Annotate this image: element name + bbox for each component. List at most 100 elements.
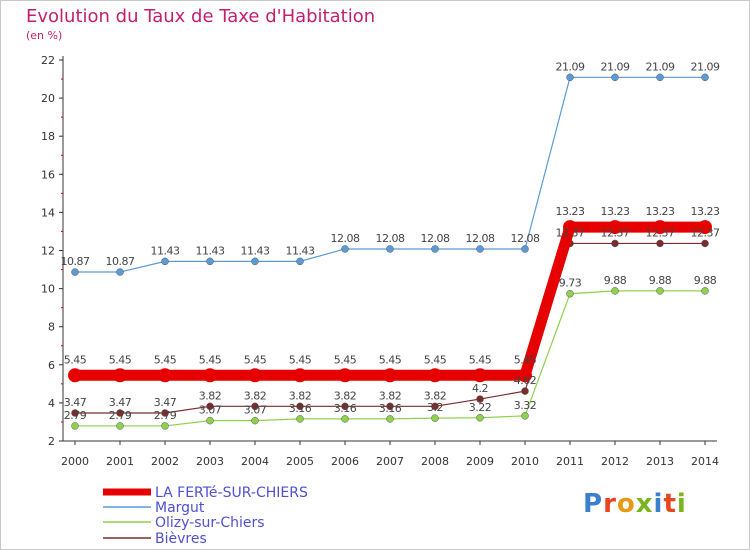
data-label: 3.16 bbox=[379, 402, 402, 415]
data-label: 3.07 bbox=[199, 404, 222, 417]
data-label: 13.23 bbox=[691, 205, 720, 218]
data-point-1 bbox=[161, 257, 169, 266]
data-point-la-ferte bbox=[158, 368, 172, 383]
x-tick-label: 2005 bbox=[286, 455, 314, 468]
y-tick-label: 6 bbox=[48, 359, 55, 372]
data-label: 3.82 bbox=[244, 389, 267, 402]
data-label: 10.87 bbox=[61, 255, 90, 268]
chart-subtitle: (en %) bbox=[26, 29, 63, 42]
data-point-la-ferte bbox=[203, 368, 217, 383]
y-tick-label: 14 bbox=[41, 206, 55, 219]
data-label: 3.16 bbox=[334, 402, 357, 415]
data-point-la-ferte bbox=[338, 368, 352, 383]
y-tick-label: 10 bbox=[41, 283, 55, 296]
data-point-3 bbox=[251, 402, 259, 411]
y-tick-label: 20 bbox=[41, 92, 55, 105]
proxiti-logo[interactable]: Proxiti bbox=[583, 489, 687, 519]
data-label: 5.45 bbox=[424, 353, 447, 366]
data-label: 13.23 bbox=[601, 205, 630, 218]
data-label: 3.82 bbox=[199, 389, 222, 402]
data-point-1 bbox=[206, 257, 214, 266]
x-tick-label: 2011 bbox=[556, 455, 584, 468]
data-point-2 bbox=[161, 422, 169, 430]
x-tick-label: 2004 bbox=[241, 455, 269, 468]
data-label: 12.08 bbox=[421, 232, 450, 245]
data-point-3 bbox=[71, 409, 79, 417]
data-label: 10.87 bbox=[106, 255, 135, 268]
data-label: 9.73 bbox=[559, 277, 582, 290]
logo-letter: P bbox=[583, 489, 604, 519]
data-label: 3.16 bbox=[289, 402, 312, 415]
data-point-2 bbox=[701, 287, 709, 295]
data-label: 11.43 bbox=[151, 244, 180, 257]
data-label: 5.45 bbox=[244, 353, 267, 366]
data-label: 5.45 bbox=[109, 353, 132, 366]
logo-letter: i bbox=[676, 489, 687, 519]
data-label: 12.37 bbox=[646, 226, 675, 239]
data-point-1 bbox=[71, 268, 79, 276]
legend-label: Margut bbox=[155, 500, 205, 516]
data-point-la-ferte bbox=[68, 368, 82, 383]
data-point-3 bbox=[386, 402, 394, 411]
data-label: 5.45 bbox=[64, 353, 87, 366]
data-point-3 bbox=[431, 402, 439, 411]
logo-letter: o bbox=[616, 489, 636, 519]
y-tick-label: 2 bbox=[48, 435, 55, 448]
data-point-3 bbox=[206, 402, 214, 411]
data-point-3 bbox=[701, 239, 709, 248]
data-point-2 bbox=[251, 416, 259, 425]
data-point-3 bbox=[521, 387, 529, 395]
data-point-1 bbox=[521, 245, 529, 253]
data-label: 11.43 bbox=[286, 244, 315, 257]
data-point-1 bbox=[656, 73, 664, 82]
data-point-la-ferte bbox=[428, 368, 442, 383]
data-point-1 bbox=[431, 245, 439, 253]
data-label: 12.08 bbox=[331, 232, 360, 245]
data-point-la-ferte bbox=[698, 220, 712, 235]
data-label: 3.32 bbox=[514, 399, 537, 412]
data-label: 3.82 bbox=[379, 389, 402, 402]
data-point-2 bbox=[566, 289, 574, 298]
data-point-1 bbox=[611, 73, 619, 82]
data-label: 2.79 bbox=[109, 409, 132, 422]
data-label: 4.62 bbox=[514, 374, 537, 387]
y-tick-label: 4 bbox=[48, 397, 55, 410]
y-tick-label: 8 bbox=[48, 321, 55, 334]
y-tick-label: 18 bbox=[41, 130, 55, 143]
data-point-1 bbox=[566, 73, 574, 82]
data-point-3 bbox=[611, 239, 619, 248]
data-point-3 bbox=[161, 409, 169, 417]
x-tick-label: 2007 bbox=[376, 455, 404, 468]
data-point-la-ferte bbox=[653, 220, 667, 235]
chart-title: Evolution du Taux de Taxe d'Habitation bbox=[26, 6, 376, 27]
data-point-2 bbox=[431, 414, 439, 422]
data-point-la-ferte bbox=[608, 220, 622, 235]
logo-letter: x bbox=[635, 489, 654, 519]
data-point-1 bbox=[116, 268, 124, 276]
legend-label: Bièvres bbox=[155, 531, 207, 547]
data-point-la-ferte bbox=[473, 368, 487, 383]
data-point-la-ferte bbox=[293, 368, 307, 383]
data-point-3 bbox=[116, 409, 124, 417]
data-label: 5.45 bbox=[289, 353, 312, 366]
data-label: 3.47 bbox=[109, 396, 132, 409]
data-point-la-ferte bbox=[113, 368, 127, 383]
logo-letter: i bbox=[653, 489, 664, 519]
data-point-2 bbox=[476, 414, 484, 422]
data-label: 5.45 bbox=[514, 353, 537, 366]
logo-letter: r bbox=[603, 489, 617, 519]
x-tick-label: 2012 bbox=[601, 455, 629, 468]
data-label: 3.82 bbox=[424, 389, 447, 402]
data-label: 3.82 bbox=[289, 389, 312, 402]
data-point-la-ferte bbox=[248, 368, 262, 383]
data-label: 21.09 bbox=[646, 60, 675, 73]
x-tick-label: 2009 bbox=[466, 455, 494, 468]
data-label: 3.22 bbox=[469, 401, 492, 414]
data-point-1 bbox=[476, 245, 484, 253]
data-point-1 bbox=[701, 73, 709, 82]
data-label: 9.88 bbox=[694, 274, 717, 287]
data-label: 13.23 bbox=[646, 205, 675, 218]
data-label: 5.45 bbox=[379, 353, 402, 366]
data-label: 2.79 bbox=[64, 409, 87, 422]
